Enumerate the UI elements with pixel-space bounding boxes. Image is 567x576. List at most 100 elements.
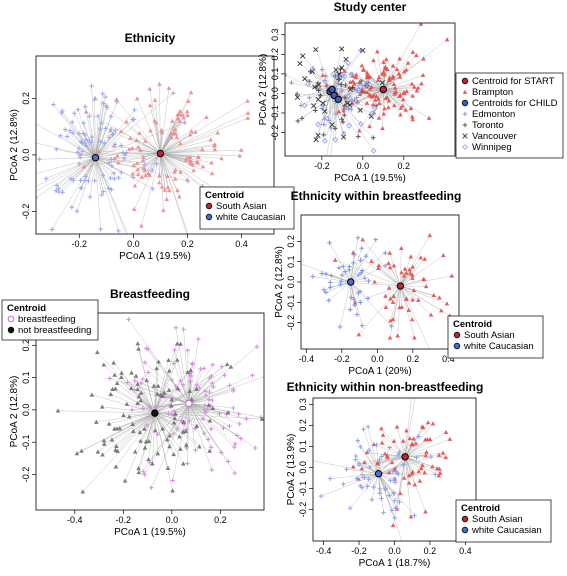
centroid-spoke	[86, 111, 161, 154]
data-point	[401, 273, 407, 278]
plot-area	[299, 398, 453, 541]
data-point	[108, 126, 114, 132]
data-point	[140, 406, 146, 411]
centroid-spoke	[358, 285, 401, 335]
data-point	[401, 69, 407, 74]
data-point	[363, 253, 369, 259]
data-point	[369, 497, 375, 503]
centroid-spoke	[95, 157, 127, 234]
data-point	[166, 387, 172, 392]
data-point	[438, 308, 444, 313]
centroid-spoke	[400, 285, 413, 320]
data-point	[181, 327, 186, 332]
data-point	[129, 145, 135, 151]
data-point	[412, 482, 418, 487]
centroid-spoke	[95, 116, 99, 158]
data-point	[381, 510, 386, 515]
data-point	[150, 186, 155, 192]
data-point	[198, 366, 203, 372]
centroid-spoke	[400, 275, 452, 287]
data-point	[364, 450, 370, 455]
centroid-spoke	[392, 456, 406, 526]
data-point	[387, 250, 393, 255]
data-point	[367, 74, 373, 79]
legend-label: white Caucasian	[215, 212, 286, 223]
data-point	[245, 110, 251, 115]
chart-ethnicity-nbf: Ethnicity within non-breastfeeding -0.4 -0…	[286, 380, 552, 569]
data-point	[299, 456, 304, 461]
legend-title: Centroid	[7, 303, 46, 314]
centroid-spoke	[123, 412, 155, 416]
centroid-spoke	[154, 389, 170, 414]
data-point	[332, 257, 338, 262]
y-tick-label: 0.2	[21, 92, 31, 105]
data-point	[178, 169, 183, 174]
data-point	[396, 452, 401, 458]
centroid-spoke	[139, 132, 161, 154]
data-point	[382, 250, 388, 256]
data-point	[169, 397, 174, 402]
data-point	[337, 324, 343, 330]
data-point	[108, 175, 113, 181]
data-point	[181, 115, 186, 120]
legend-label: Toronto	[472, 120, 504, 131]
x-tick-label: 0.0	[371, 354, 384, 364]
data-point	[416, 297, 421, 302]
data-point	[392, 91, 398, 96]
data-point	[151, 383, 157, 388]
centroid-spoke	[60, 135, 96, 158]
centroid-spoke	[188, 366, 222, 404]
centroid-spoke	[378, 473, 396, 509]
data-point	[392, 498, 398, 503]
data-point	[113, 127, 118, 133]
data-point	[200, 164, 206, 169]
centroid-spoke	[405, 438, 450, 458]
centroid-spoke	[116, 99, 161, 154]
data-point	[353, 453, 359, 459]
data-point	[379, 80, 386, 86]
centroid-spoke	[339, 281, 351, 327]
data-point	[166, 85, 172, 91]
centroid-spoke	[188, 375, 253, 404]
centroid-spoke	[154, 412, 229, 414]
centroid-spoke	[188, 376, 264, 404]
data-point	[167, 188, 172, 193]
data-point	[137, 429, 143, 435]
data-point	[300, 53, 306, 59]
data-point	[354, 95, 359, 100]
data-point	[359, 466, 365, 471]
centroid-spoke	[137, 343, 156, 414]
centroid-spoke	[324, 99, 339, 141]
data-point	[59, 108, 65, 114]
data-point	[101, 441, 107, 446]
centroid-spoke	[147, 372, 189, 404]
centroid-spoke	[404, 423, 434, 458]
data-point	[196, 154, 201, 159]
data-point	[370, 135, 376, 141]
legend-box	[1, 299, 99, 341]
data-point	[184, 442, 189, 447]
data-point	[245, 115, 251, 120]
data-point	[142, 138, 148, 143]
data-point	[202, 388, 208, 394]
x-axis-label: PCoA 1 (18.7%)	[359, 558, 431, 569]
centroid-spoke	[382, 89, 384, 129]
centroid-spoke	[149, 105, 161, 154]
data-point	[323, 271, 329, 277]
data-point	[130, 421, 135, 426]
data-point	[178, 341, 183, 346]
data-point	[211, 384, 216, 390]
data-point	[357, 83, 364, 90]
centroid-spoke	[404, 439, 428, 458]
data-point	[74, 208, 80, 214]
data-point	[408, 254, 414, 259]
centroid-spoke	[83, 133, 96, 158]
data-point	[350, 464, 356, 469]
data-point	[379, 426, 384, 431]
centroid-spoke	[338, 99, 373, 114]
centroid-spoke	[383, 89, 413, 120]
data-point	[187, 388, 193, 393]
data-point	[130, 171, 135, 176]
data-point	[157, 81, 162, 86]
